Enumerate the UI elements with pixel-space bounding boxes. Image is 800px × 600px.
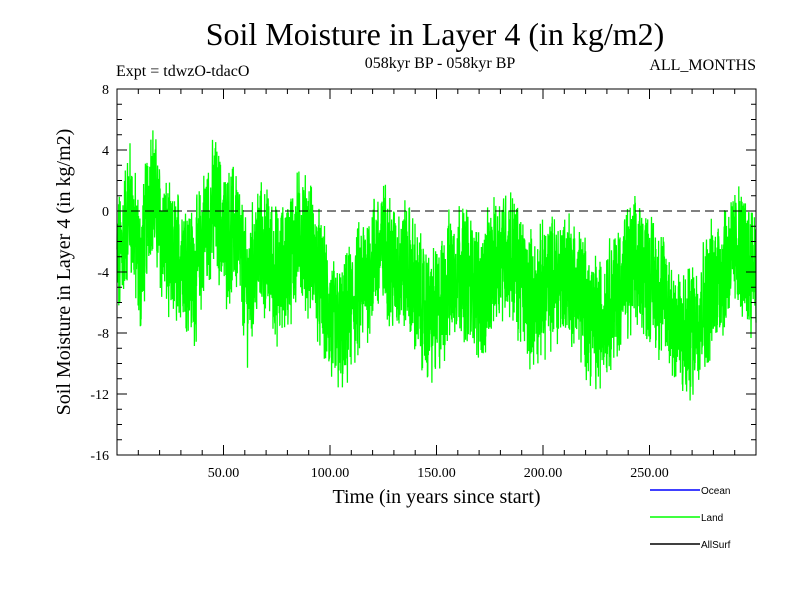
y-tick-label: 0 [102,205,109,220]
y-axis-title: Soil Moisture in Layer 4 (in kg/m2) [53,129,75,416]
months-label: ALL_MONTHS [649,57,756,74]
y-tick-label: -8 [97,327,109,342]
legend-allsurf-label: AllSurf [701,540,731,551]
series-land-line [116,130,757,401]
x-tick-label: 100.00 [311,466,350,481]
x-axis-title: Time (in years since start) [332,486,540,508]
experiment-label: Expt = tdwzO-tdacO [116,63,250,80]
series-layer [116,130,757,401]
y-tick-label: -12 [90,388,109,403]
legend: Ocean Land AllSurf [650,486,731,551]
x-tick-label: 200.00 [524,466,563,481]
legend-ocean-label: Ocean [701,486,730,497]
y-tick-label: 8 [102,83,109,98]
x-tick-label: 250.00 [630,466,669,481]
y-tick-label: -16 [90,449,109,464]
y-tick-label: -4 [97,266,109,281]
x-tick-label: 50.00 [208,466,240,481]
chart-title: Soil Moisture in Layer 4 (in kg/m2) [205,16,665,52]
period-label: 058kyr BP - 058kyr BP [364,55,516,72]
y-tick-label: 4 [102,144,109,159]
ticks-layer: 50.00 100.00 150.00 200.00 250.00 -16 -12 -8 -4 0… [90,83,756,481]
x-tick-label: 150.00 [417,466,456,481]
legend-land-label: Land [701,513,723,524]
